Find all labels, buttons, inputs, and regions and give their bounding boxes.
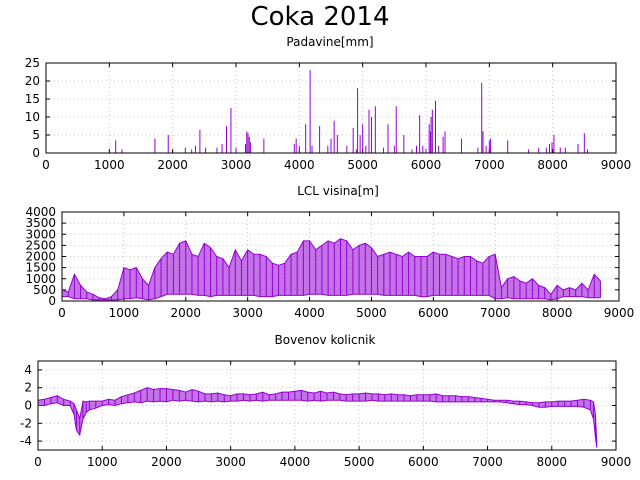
lcl-height-y-tick-label: 1000 <box>25 272 56 286</box>
bowen-ratio-x-tick-label: 8000 <box>537 455 568 469</box>
lcl-height-series-upper-line <box>61 238 601 300</box>
bowen-ratio-plot-frame <box>37 360 617 451</box>
lcl-height-x-tick-label: 5000 <box>356 306 387 320</box>
lcl-height-x-tick-label: 1000 <box>109 306 140 320</box>
bowen-ratio-y-tick-label: 0 <box>24 399 32 413</box>
lcl-height-x-tick-label: 2000 <box>171 306 202 320</box>
lcl-height-y-tick-label: 4000 <box>25 205 56 219</box>
lcl-height-y-tick-label: 500 <box>33 283 56 297</box>
precipitation-x-tick-label: 1000 <box>94 158 125 172</box>
precipitation-y-tick-label: 15 <box>25 92 40 106</box>
lcl-height-x-tick-label: 0 <box>58 306 66 320</box>
precipitation-x-tick-label: 6000 <box>411 158 442 172</box>
bowen-ratio-panel: Bovenov kolicnik 0 1000 2000 3000 4000 5000 60… <box>20 333 631 469</box>
bowen-ratio-series-band <box>38 387 597 448</box>
precipitation-x-tick-label: 3000 <box>221 158 252 172</box>
lcl-height-x-tick-label: 8000 <box>542 306 573 320</box>
precipitation-plot-frame <box>45 62 617 154</box>
lcl-height-panel-title: LCL visina[m] <box>297 184 379 198</box>
bowen-ratio-x-tick-label: 3000 <box>215 455 246 469</box>
lcl-height-x-tick-label: 6000 <box>418 306 449 320</box>
figure-title: Coka 2014 <box>250 2 389 32</box>
bowen-ratio-y-tick-label: -4 <box>20 434 32 448</box>
precipitation-panel: Padavine[mm] 0 1000 2000 3000 4000 5000 6000 70… <box>25 35 632 172</box>
bowen-ratio-x-tick-label: 2000 <box>151 455 182 469</box>
precipitation-x-tick-label: 9000 <box>601 158 632 172</box>
precipitation-y-tick-label: 0 <box>32 146 40 160</box>
bowen-ratio-x-tick-label: 7000 <box>472 455 503 469</box>
bowen-ratio-series-lower-line <box>38 399 598 448</box>
bowen-ratio-panel-title: Bovenov kolicnik <box>275 333 376 347</box>
precipitation-x-tick-label: 2000 <box>157 158 188 172</box>
bowen-ratio-x-tick-label: 6000 <box>408 455 439 469</box>
bowen-ratio-x-tick-label: 9000 <box>601 455 632 469</box>
precipitation-x-tick-label: 8000 <box>537 158 568 172</box>
lcl-height-panel: LCL visina[m] 0 1000 2000 3000 4000 5000 6000 7… <box>25 184 634 320</box>
precipitation-y-tick-label: 25 <box>25 56 40 70</box>
lcl-height-y-tick-label: 3500 <box>25 216 56 230</box>
lcl-height-series-lower-line <box>62 293 601 301</box>
lcl-height-y-tick-label: 2500 <box>25 238 56 252</box>
lcl-height-series-band <box>62 238 601 300</box>
lcl-height-x-tick-label: 9000 <box>604 306 635 320</box>
bowen-ratio-y-tick-label: 4 <box>24 363 32 377</box>
precipitation-y-tick-label: 5 <box>32 128 40 142</box>
bowen-ratio-x-tick-label: 5000 <box>344 455 375 469</box>
precipitation-y-tick-label: 10 <box>25 110 40 124</box>
precipitation-x-tick-label: 5000 <box>347 158 378 172</box>
lcl-height-y-tick-label: 2000 <box>25 250 56 264</box>
lcl-height-x-tick-label: 3000 <box>232 306 263 320</box>
lcl-height-y-tick-label: 0 <box>48 294 56 308</box>
precipitation-x-tick-label: 4000 <box>284 158 315 172</box>
bowen-ratio-series-upper-line <box>37 387 598 442</box>
precipitation-y-tick-label: 20 <box>25 74 40 88</box>
lcl-height-x-tick-label: 7000 <box>480 306 511 320</box>
precipitation-x-tick-label: 7000 <box>474 158 505 172</box>
precipitation-x-tick-label: 0 <box>42 158 50 172</box>
bowen-ratio-x-tick-label: 4000 <box>280 455 311 469</box>
bowen-ratio-x-tick-label: 0 <box>34 455 42 469</box>
lcl-height-plot-frame <box>61 211 620 302</box>
precipitation-panel-title: Padavine[mm] <box>286 35 373 49</box>
lcl-height-x-tick-label: 4000 <box>294 306 325 320</box>
bowen-ratio-y-tick-label: 2 <box>24 381 32 395</box>
bowen-ratio-x-tick-label: 1000 <box>87 455 118 469</box>
lcl-height-y-tick-label: 3000 <box>25 227 56 241</box>
lcl-height-y-tick-label: 1500 <box>25 261 56 275</box>
bowen-ratio-y-tick-label: -2 <box>20 416 32 430</box>
